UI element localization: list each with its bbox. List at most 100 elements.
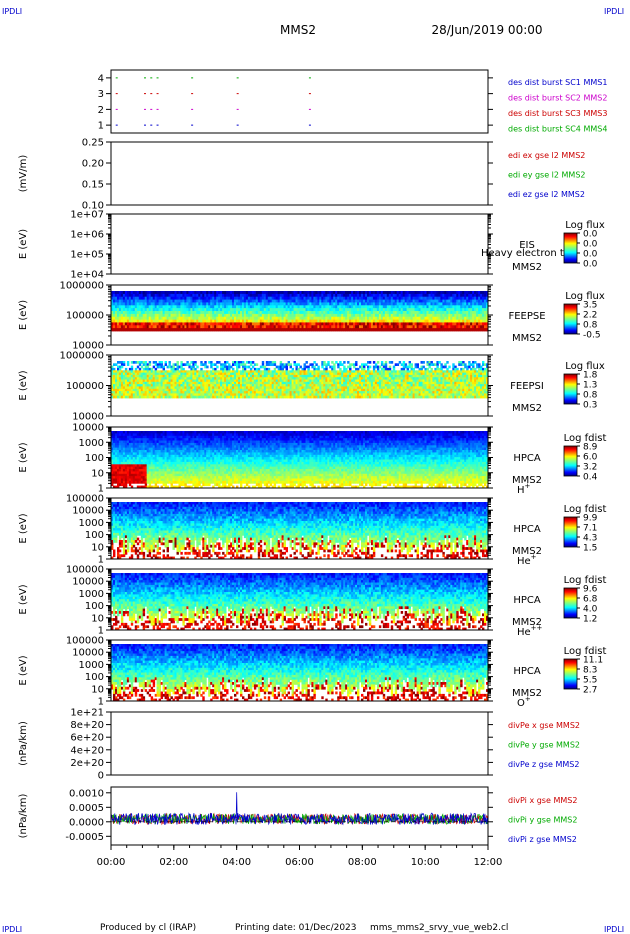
feepse-cell [164, 305, 167, 309]
feepsi-cell [269, 361, 273, 364]
feepse-cell [470, 328, 473, 332]
feepsi-cell [168, 377, 171, 380]
feepsi-cell [138, 374, 142, 378]
feepsi-cell [212, 374, 215, 378]
feepse-cell [198, 291, 201, 295]
feepse-cell [204, 328, 207, 332]
feepsi-cell [188, 395, 191, 399]
feepse-cell [210, 328, 213, 332]
feepsi-cell [299, 393, 302, 397]
feepsi-cell [240, 374, 243, 378]
feepsi-cell [170, 372, 173, 376]
feepsi-cell [158, 386, 161, 390]
feepse-cell [204, 291, 207, 295]
feepsi-cell [190, 386, 193, 390]
feepsi-cell [200, 372, 203, 376]
feepse-cell [372, 311, 376, 315]
colorbar-tick-label: -0.5 [583, 331, 601, 341]
feepsi-cell [134, 361, 138, 364]
feepsi-cell [307, 365, 310, 369]
feepsi-cell [218, 395, 221, 399]
feepse-cell [349, 305, 352, 309]
feepsi-cell [365, 363, 368, 366]
feepsi-cell [198, 395, 201, 399]
feepse-cell [273, 322, 277, 326]
feepse-cell [313, 316, 316, 320]
feepsi-cell [255, 393, 259, 397]
feepse-cell [124, 305, 128, 309]
feepse-cell [277, 299, 281, 303]
feepse-cell [367, 325, 370, 329]
feepsi-cell [152, 377, 156, 380]
feepse-cell [158, 322, 161, 326]
feepse-cell [472, 319, 475, 323]
feepse-cell [196, 319, 199, 323]
feepse-cell [408, 308, 411, 312]
feepse-cell [486, 311, 489, 315]
feepsi-cell [287, 377, 290, 380]
feepsi-cell [253, 370, 257, 373]
feepse-cell [136, 296, 140, 300]
feepsi-cell [228, 384, 231, 387]
feepse-cell [426, 316, 429, 320]
feepsi-cell [196, 374, 199, 378]
feepsi-cell [216, 361, 219, 364]
feepse-cell [245, 319, 249, 323]
feepsi-cell [267, 361, 271, 364]
feepsi-cell [279, 374, 283, 378]
feepsi-cell [261, 377, 265, 380]
feepse-cell [319, 311, 322, 315]
feepsi-cell [255, 377, 259, 380]
feepsi-cell [287, 393, 290, 397]
feepse-cell [240, 308, 243, 312]
feepse-cell [111, 308, 114, 312]
feepse-cell [261, 316, 265, 320]
feepse-cell [446, 291, 449, 295]
feepse-cell [349, 302, 352, 306]
feepsi-cell [281, 365, 284, 369]
feepse-cell [388, 305, 392, 309]
feepsi-cell [218, 379, 221, 383]
feepse-cell [257, 308, 261, 312]
feepsi-cell [267, 381, 271, 385]
feepsi-cell [291, 391, 294, 394]
feepse-cell [287, 293, 290, 298]
feepse-cell [275, 322, 279, 326]
feepse-cell [430, 291, 433, 295]
feepsi-cell [218, 374, 221, 378]
feepse-cell [245, 328, 249, 332]
feepse-cell [188, 319, 191, 323]
feepsi-cell [198, 391, 201, 394]
feepse-cell [410, 302, 413, 306]
feepsi-cell [245, 381, 249, 385]
date-label: 28/Jun/2019 00:00 [431, 23, 542, 37]
feepsi-cell [238, 365, 241, 369]
feepsi-cell [118, 370, 122, 373]
feepse-cell [361, 313, 364, 318]
feepsi-cell [115, 395, 118, 399]
feepsi-cell [218, 386, 221, 390]
feepse-cell [285, 316, 288, 320]
feepsi-cell [113, 363, 116, 366]
feepsi-cell [178, 381, 181, 385]
feepse-cell [113, 302, 116, 306]
overlay-label: Heavy electron to [481, 248, 570, 259]
feepse-cell [351, 302, 354, 306]
feepse-cell [376, 302, 380, 306]
feepse-cell [412, 311, 415, 315]
feepsi-cell [178, 395, 181, 399]
feepse-cell [317, 296, 320, 300]
feepsi-cell [184, 386, 187, 390]
feepse-cell [404, 325, 408, 329]
feepse-cell [339, 322, 342, 326]
feepse-cell [327, 313, 330, 318]
feepse-cell [232, 313, 235, 318]
feepse-cell [267, 293, 271, 298]
feepsi-cell [255, 372, 259, 376]
feepsi-cell [154, 363, 158, 366]
feepse-cell [154, 305, 158, 309]
feepse-cell [182, 302, 185, 306]
feepse-cell [132, 322, 136, 326]
feepse-cell [452, 325, 455, 329]
spacecraft-label: MMS2 [512, 333, 542, 344]
